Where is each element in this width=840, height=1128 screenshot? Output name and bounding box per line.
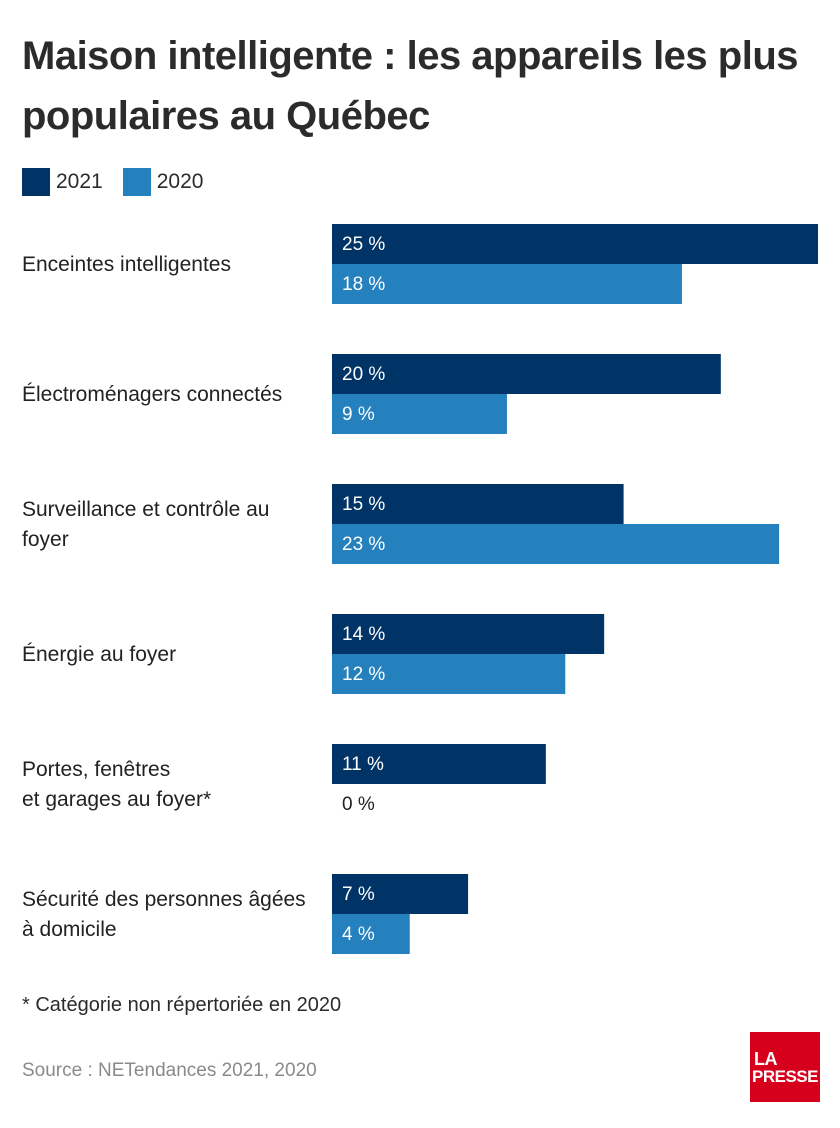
bar-2020-electromenagers-connectes [332, 394, 507, 434]
legend-item-2021: 2021 [22, 168, 103, 196]
bar-2020-enceintes-intelligentes [332, 264, 682, 304]
category-label-securite-des-personnes-agees-a-domicile-line2: à domicile [22, 918, 117, 941]
bar-2020-securite-des-personnes-agees-a-domicile [332, 914, 410, 954]
bar-2021-energie-au-foyer [332, 614, 605, 654]
value-label-2020-enceintes-intelligentes: 18 % [342, 274, 385, 295]
legend-item-2020: 2020 [122, 168, 204, 196]
chart-title: Maison intelligente : les appareils les … [22, 34, 799, 138]
bar-2020-energie-au-foyer [332, 654, 566, 694]
value-label-2020-portes-fenetres-et-garages-au-foyer: 0 % [342, 794, 375, 815]
category-label-securite-des-personnes-agees-a-domicile-line1: Sécurité des personnes âgées [22, 888, 306, 911]
legend-label-2020: 2020 [156, 170, 204, 193]
bar-2021-portes-fenetres-et-garages-au-foyer [332, 744, 546, 784]
la-presse-logo: LA PRESSE [750, 1032, 820, 1102]
bar-2021-surveillance-et-controle-au-foyer [332, 484, 624, 524]
bar-2021-securite-des-personnes-agees-a-domicile [332, 874, 469, 914]
logo-text-presse: PRESSE [752, 1066, 818, 1086]
bar-chart: Enceintes intelligentes 25 % 18 % Électromé… [22, 224, 818, 954]
category-label-portes-fenetres-et-garages-au-foyer-line1: Portes, fenêtres [22, 758, 170, 781]
value-label-2020-securite-des-personnes-agees-a-domicile: 4 % [342, 924, 375, 945]
category-label-electromenagers-connectes: Électroménagers connectés [22, 383, 282, 406]
value-label-2021-securite-des-personnes-agees-a-domicile: 7 % [342, 884, 375, 905]
value-label-2021-energie-au-foyer: 14 % [342, 624, 385, 645]
value-label-2021-surveillance-et-controle-au-foyer: 15 % [342, 494, 385, 515]
legend: 2021 2020 [22, 168, 223, 196]
category-label-energie-au-foyer: Énergie au foyer [22, 643, 176, 666]
value-label-2021-enceintes-intelligentes: 25 % [342, 234, 385, 255]
value-label-2020-electromenagers-connectes: 9 % [342, 404, 375, 425]
bar-2020-surveillance-et-controle-au-foyer [332, 524, 780, 564]
value-label-2021-portes-fenetres-et-garages-au-foyer: 11 % [342, 754, 384, 775]
bar-2021-enceintes-intelligentes [332, 224, 818, 264]
value-label-2021-electromenagers-connectes: 20 % [342, 364, 385, 385]
logo-text-la: LA [754, 1048, 778, 1069]
source-note: Source : NETendances 2021, 2020 [22, 1060, 317, 1081]
legend-label-2021: 2021 [56, 170, 103, 193]
category-label-enceintes-intelligentes: Enceintes intelligentes [22, 253, 231, 276]
value-label-2020-energie-au-foyer: 12 % [342, 664, 385, 685]
value-label-2020-surveillance-et-controle-au-foyer: 23 % [342, 534, 385, 555]
category-label-surveillance-et-controle-au-foyer-line1: Surveillance et contrôle au [22, 498, 269, 521]
footnote: * Catégorie non répertoriée en 2020 [22, 994, 342, 1016]
legend-swatch-2021 [22, 168, 50, 196]
category-label-portes-fenetres-et-garages-au-foyer-line2: et garages au foyer* [22, 788, 211, 811]
legend-swatch-2020 [122, 168, 151, 196]
bar-2021-electromenagers-connectes [332, 354, 721, 394]
category-label-surveillance-et-controle-au-foyer-line2: foyer [22, 528, 69, 551]
